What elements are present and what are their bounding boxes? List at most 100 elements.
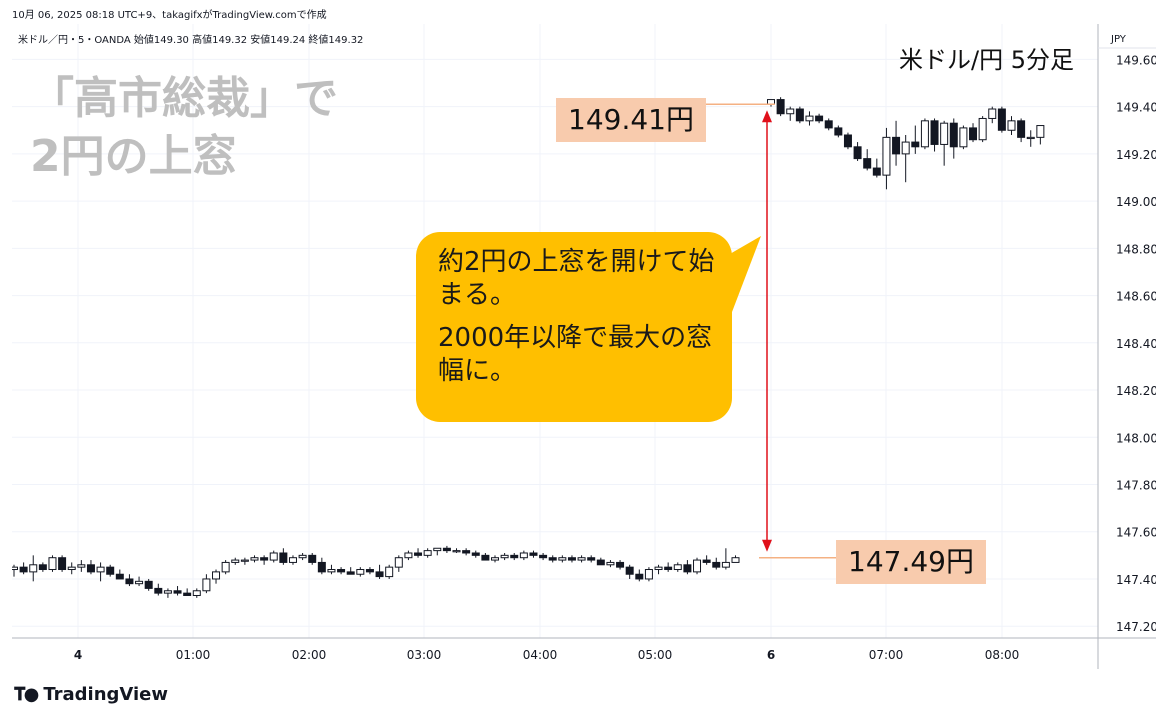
candle-body bbox=[202, 578, 211, 592]
candle-body bbox=[29, 564, 38, 573]
candle-body bbox=[404, 552, 413, 559]
candle bbox=[1007, 116, 1016, 135]
candle bbox=[500, 552, 509, 561]
candle-body bbox=[567, 557, 576, 561]
candle-body bbox=[385, 566, 394, 578]
y-tick-label: 148.80 bbox=[1116, 242, 1156, 256]
candle-body bbox=[644, 569, 653, 580]
candle-body bbox=[577, 557, 586, 561]
candle bbox=[693, 557, 702, 575]
candle-body bbox=[901, 141, 910, 155]
candle bbox=[77, 560, 86, 572]
candle-body bbox=[529, 552, 538, 556]
candle-body bbox=[834, 127, 843, 136]
candle bbox=[115, 569, 124, 580]
candle-body bbox=[442, 547, 451, 552]
candle-body bbox=[452, 550, 461, 553]
x-tick-label: 07:00 bbox=[869, 648, 904, 662]
x-tick-label: 01:00 bbox=[176, 648, 211, 662]
candle bbox=[202, 574, 211, 594]
candle bbox=[346, 567, 355, 575]
candle-body bbox=[433, 547, 442, 552]
candle bbox=[279, 548, 288, 565]
candle bbox=[795, 106, 804, 124]
annotation-layer bbox=[705, 103, 836, 559]
candle-body bbox=[997, 108, 1006, 131]
candle-body bbox=[48, 557, 57, 571]
candle-body bbox=[471, 552, 480, 556]
candle bbox=[683, 560, 692, 575]
y-tick-label: 147.80 bbox=[1116, 479, 1156, 493]
tradingview-logo[interactable]: 𝐓● TradingView bbox=[14, 684, 168, 705]
candle bbox=[644, 567, 653, 582]
candle-body bbox=[481, 554, 490, 561]
callout-body bbox=[416, 232, 732, 422]
candle bbox=[882, 127, 891, 190]
candle-body bbox=[654, 566, 663, 571]
pair-timeframe-label: 米ドル/円 5分足 bbox=[899, 46, 1074, 74]
low-price-label: 147.49円 bbox=[836, 540, 986, 584]
candle-body bbox=[776, 99, 785, 115]
candle-body bbox=[721, 561, 730, 568]
headline: 「高市総裁」で 2円の上窓 bbox=[30, 70, 338, 186]
candle-body bbox=[731, 557, 740, 563]
candle-body bbox=[212, 571, 221, 580]
candle-body bbox=[664, 566, 673, 571]
candle-body bbox=[96, 566, 105, 573]
candle-body bbox=[423, 550, 432, 556]
candle bbox=[988, 106, 997, 124]
candle-body bbox=[872, 167, 881, 176]
candle bbox=[1026, 130, 1035, 147]
tradingview-brand-text: TradingView bbox=[43, 684, 169, 705]
x-tick-label: 05:00 bbox=[638, 648, 673, 662]
y-tick-label: 148.00 bbox=[1116, 431, 1156, 445]
candle bbox=[471, 550, 480, 558]
candle-body bbox=[805, 115, 814, 122]
candle-body bbox=[394, 557, 403, 568]
candle bbox=[596, 557, 605, 566]
candle bbox=[423, 548, 432, 558]
candle-body bbox=[298, 554, 307, 559]
candle-body bbox=[337, 569, 346, 573]
candle-body bbox=[635, 573, 644, 580]
x-tick-label: 04:00 bbox=[523, 648, 558, 662]
candle-body bbox=[940, 122, 949, 145]
candle-body bbox=[414, 552, 423, 556]
candle bbox=[625, 564, 634, 579]
candle-body bbox=[86, 564, 95, 573]
candle bbox=[805, 111, 814, 126]
candles-layer bbox=[12, 97, 1045, 598]
y-tick-label: 149.00 bbox=[1116, 195, 1156, 209]
x-tick-label: 08:00 bbox=[985, 648, 1020, 662]
candle bbox=[144, 578, 153, 591]
candle bbox=[529, 550, 538, 558]
candle bbox=[192, 588, 201, 598]
candle bbox=[404, 550, 413, 561]
candle-body bbox=[250, 557, 259, 561]
candle bbox=[394, 555, 403, 572]
candle-body bbox=[853, 146, 862, 160]
symbol-ohlc-line: 米ドル／円・5・OANDA 始値149.30 高値149.32 安値149.24… bbox=[18, 35, 364, 46]
candle bbox=[548, 555, 557, 563]
candle bbox=[67, 562, 76, 575]
candle bbox=[414, 548, 423, 558]
candle bbox=[173, 586, 182, 596]
candle bbox=[308, 552, 317, 565]
candle-body bbox=[587, 557, 596, 561]
candle bbox=[920, 118, 929, 150]
candle bbox=[375, 564, 384, 579]
candle bbox=[212, 569, 221, 584]
y-tick-label: 148.60 bbox=[1116, 290, 1156, 304]
candle bbox=[567, 555, 576, 563]
candle-body bbox=[125, 578, 134, 585]
candle bbox=[250, 555, 259, 563]
candle-body bbox=[988, 108, 997, 119]
candle bbox=[12, 564, 18, 577]
candle bbox=[587, 555, 596, 563]
candle-body bbox=[548, 557, 557, 561]
candle-body bbox=[38, 564, 47, 571]
chart-created-meta: 10月 06, 2025 08:18 UTC+9、takagifxがTradin… bbox=[12, 10, 327, 21]
candle-body bbox=[606, 561, 615, 566]
candle-body bbox=[135, 580, 144, 585]
candle bbox=[635, 569, 644, 582]
